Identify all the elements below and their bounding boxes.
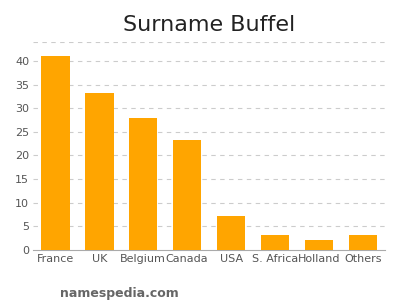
Text: namespedia.com: namespedia.com <box>60 287 179 300</box>
Title: Surname Buffel: Surname Buffel <box>123 15 295 35</box>
Bar <box>85 93 114 250</box>
Bar <box>217 216 246 250</box>
Bar <box>41 56 70 250</box>
Bar <box>173 140 202 250</box>
Bar <box>261 235 289 250</box>
Bar <box>129 118 158 250</box>
Bar <box>305 240 333 250</box>
Bar <box>349 235 377 250</box>
